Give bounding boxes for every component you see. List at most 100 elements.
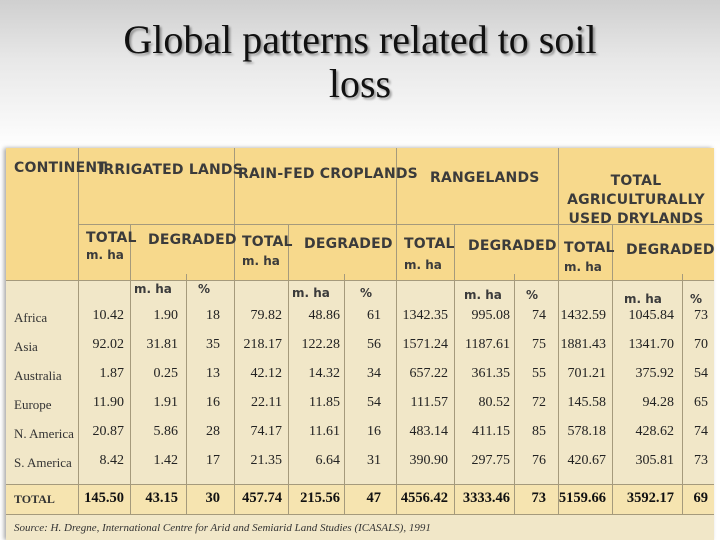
table-cell: 55 [532,366,546,381]
row-label: Asia [14,339,38,354]
table-cell: 74 [532,308,546,323]
header-rain-fed-croplands: RAIN-FED CROPLANDS [238,166,418,182]
table-cell: 79.82 [250,308,283,323]
table-cell: 80.52 [478,395,511,410]
table-cell: 47 [366,490,382,506]
irrigated-total-header: TOTAL [86,230,137,246]
header-continent: CONTINENT [14,160,107,176]
table-cell: 72 [532,395,546,410]
table-cell: 218.17 [243,337,283,352]
table-cell: 16 [206,395,220,410]
table-cell: 375.92 [635,366,675,381]
table-cell: 54 [694,366,708,381]
table-cell: 31 [367,453,381,468]
rangelands-pct-unit: % [526,288,539,302]
table-cell: 1.90 [153,308,179,323]
row-label: Europe [14,397,52,412]
table-cell: 85 [532,424,546,439]
table-cell: 70 [694,337,708,352]
table-cell: 74 [694,424,708,439]
table-cell: 390.90 [409,453,449,468]
irrigated-pct-unit: % [198,282,211,296]
table-cell: 1881.43 [560,337,607,352]
table-cell: 1341.70 [628,337,675,352]
table-cell: 56 [367,337,381,352]
slide-title: Global patterns related to soil loss [0,18,720,106]
table-cell: 701.21 [567,366,607,381]
table-cell: 361.35 [471,366,511,381]
table-cell: 43.15 [145,490,178,506]
table-cell: 76 [532,453,546,468]
table-cell: 297.75 [471,453,511,468]
table-cell: 122.28 [301,337,341,352]
drylands-total-header: TOTAL [564,240,615,256]
table-cell: 61 [367,308,381,323]
table-cell: 34 [367,366,381,381]
drylands-degraded-unit: m. ha [624,292,662,306]
table-cell: 8.42 [99,453,125,468]
table-cell: 1.42 [153,453,179,468]
drylands-degraded-header: DEGRADED [626,242,715,258]
table-cell: 13 [206,366,220,381]
table-cell: 18 [206,308,220,323]
table-cell: 428.62 [635,424,675,439]
table-cell: 1.87 [99,366,125,381]
table-cell: 48.86 [308,308,341,323]
drylands-total-unit: m. ha [564,260,602,274]
table-cell: 73 [694,308,708,323]
table-cell: 92.02 [92,337,125,352]
table-cell: 1342.35 [402,308,449,323]
table-cell: 6.64 [315,453,341,468]
table-cell: 69 [693,490,709,506]
row-label: Australia [14,368,62,383]
table-cell: 73 [531,490,547,506]
rainfed-total-header: TOTAL [242,234,293,250]
table-cell: 20.87 [92,424,125,439]
rangelands-total-unit: m. ha [404,258,442,272]
table-cell: 30 [205,490,221,506]
rangelands-degraded-header: DEGRADED [468,238,557,254]
table-cell: 995.08 [471,308,511,323]
rainfed-total-unit: m. ha [242,254,280,268]
total-row-band [6,484,714,514]
table-cell: 73 [694,453,708,468]
table-cell: 1571.24 [402,337,449,352]
table-cell: 17 [206,453,220,468]
irrigated-degraded-unit: m. ha [134,282,172,296]
table-cell: 75 [532,337,546,352]
table-cell: 31.81 [146,337,179,352]
title-line-2: loss [328,61,392,106]
table-cell: 483.14 [409,424,449,439]
table-cell: 578.18 [567,424,607,439]
table-cell: 16 [367,424,381,439]
row-label: TOTAL [14,492,55,506]
rainfed-degraded-header: DEGRADED [304,236,393,252]
table-cell: 657.22 [409,366,449,381]
table-cell: 35 [206,337,220,352]
soil-degradation-table: CONTINENT IRRIGATED LANDS RAIN-FED CROPL… [6,148,715,540]
table-cell: 74.17 [250,424,283,439]
table-cell: 21.35 [250,453,283,468]
table-cell: 65 [694,395,708,410]
title-line-1: Global patterns related to soil [123,17,597,62]
table-cell: 11.61 [309,424,340,439]
table-cell: 411.15 [472,424,510,439]
table-cell: 145.50 [84,490,124,506]
table-cell: 1187.61 [465,337,510,352]
table-cell: 1432.59 [560,308,607,323]
table-cell: 3592.17 [626,490,674,506]
rainfed-pct-unit: % [360,286,373,300]
table-cell: 457.74 [242,490,282,506]
header-irrigated-lands: IRRIGATED LANDS [98,162,244,178]
table-cell: 14.32 [308,366,341,381]
rangelands-total-header: TOTAL [404,236,455,252]
table-cell: 3333.46 [462,490,510,506]
table-cell: 22.11 [251,395,282,410]
row-label: Africa [14,310,48,325]
row-label: N. America [14,426,74,441]
header-rangelands: RANGELANDS [430,170,540,186]
row-label: S. America [14,455,72,470]
rangelands-degraded-unit: m. ha [464,288,502,302]
table-cell: 5159.66 [558,490,606,506]
irrigated-total-unit: m. ha [86,248,124,262]
